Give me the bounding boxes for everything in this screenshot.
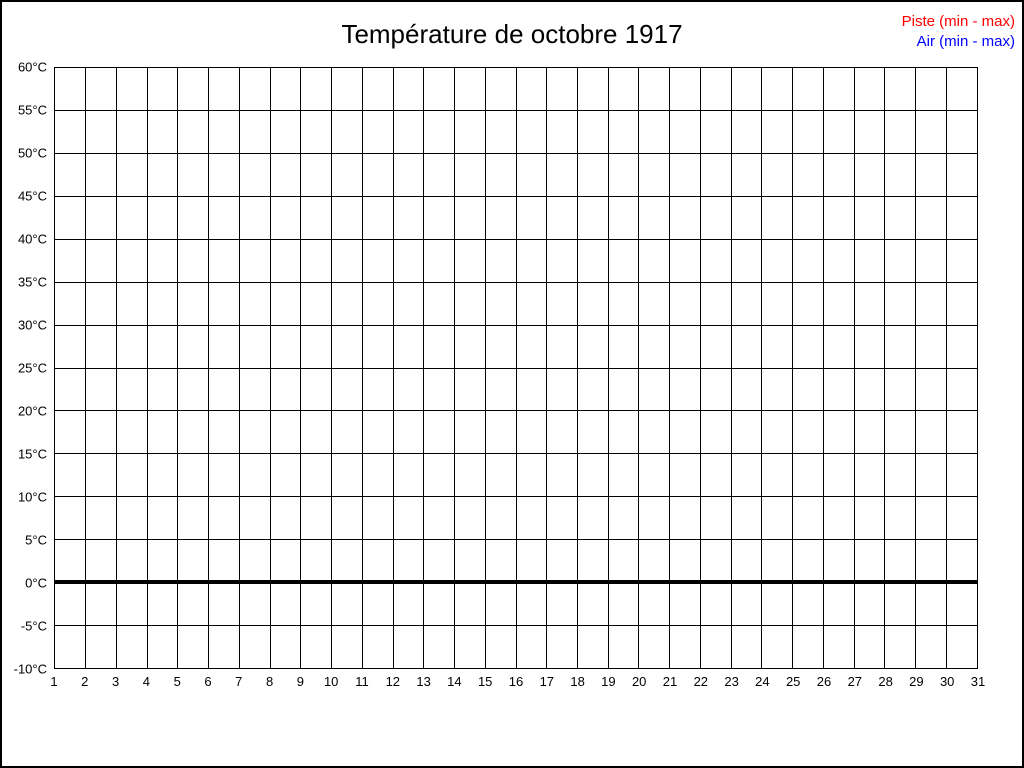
y-tick-label: 30°C bbox=[17, 317, 47, 333]
x-tick-label: 18 bbox=[570, 674, 585, 689]
y-axis-labels: 60°C 55°C 50°C 45°C 40°C 35°C 30°C 25°C 20°C 15°C… bbox=[2, 60, 47, 677]
x-tick-label: 3 bbox=[111, 674, 120, 689]
x-tick-label: 9 bbox=[296, 674, 305, 689]
x-tick-label: 23 bbox=[724, 674, 739, 689]
x-tick-label: 17 bbox=[539, 674, 555, 689]
grid-line-horizontal bbox=[55, 624, 977, 626]
y-tick-label: 0°C bbox=[25, 575, 47, 591]
grid-line-horizontal bbox=[55, 110, 977, 112]
y-tick-label: 25°C bbox=[17, 360, 47, 376]
grid-line-horizontal bbox=[55, 538, 977, 540]
x-tick-label: 20 bbox=[631, 674, 647, 689]
x-tick-label: 2 bbox=[81, 674, 89, 689]
grid-line-horizontal bbox=[55, 410, 977, 412]
x-tick-label: 15 bbox=[477, 674, 493, 689]
legend-entry-piste: Piste (min - max) bbox=[901, 13, 1015, 30]
x-tick-label: 19 bbox=[601, 674, 616, 689]
x-axis-labels: 1 2 3 4 5 6 7 8 9 10 11 12 13 14 15 16 17 18 19 20 21 22 23 24 2… bbox=[50, 674, 985, 692]
x-tick-label: 11 bbox=[355, 674, 369, 689]
x-tick-label: 22 bbox=[693, 674, 709, 689]
plot-area bbox=[54, 67, 978, 669]
y-tick-label: -5°C bbox=[20, 618, 47, 634]
x-tick-label: 26 bbox=[816, 674, 832, 689]
grid-line-horizontal bbox=[55, 196, 977, 198]
x-tick-label: 31 bbox=[970, 674, 986, 689]
x-tick-label: 13 bbox=[416, 674, 431, 689]
x-tick-label: 5 bbox=[173, 674, 181, 689]
grid-line-horizontal bbox=[55, 496, 977, 498]
grid-line-horizontal bbox=[55, 453, 977, 455]
x-tick-label: 1 bbox=[50, 674, 58, 689]
y-tick-label: -10°C bbox=[13, 661, 47, 677]
x-tick-label: 30 bbox=[939, 674, 955, 689]
x-tick-label: 6 bbox=[204, 674, 212, 689]
x-tick-label: 27 bbox=[847, 674, 863, 689]
grid-line-horizontal bbox=[55, 238, 977, 240]
y-tick-label: 20°C bbox=[17, 403, 47, 419]
x-tick-label: 28 bbox=[878, 674, 893, 689]
y-tick-label: 50°C bbox=[17, 145, 47, 161]
x-tick-label: 10 bbox=[323, 674, 339, 689]
y-tick-label: 35°C bbox=[17, 274, 47, 290]
x-tick-label: 21 bbox=[662, 674, 678, 689]
chart-title: Température de octobre 1917 bbox=[341, 19, 683, 49]
x-tick-label: 12 bbox=[385, 674, 401, 689]
y-tick-label: 15°C bbox=[17, 446, 47, 462]
y-tick-label: 10°C bbox=[17, 489, 47, 505]
x-tick-label: 4 bbox=[142, 674, 151, 689]
y-tick-label: 5°C bbox=[25, 532, 47, 548]
zero-degree-line bbox=[55, 580, 977, 585]
x-tick-label: 29 bbox=[909, 674, 924, 689]
grid-line-horizontal bbox=[55, 324, 977, 326]
grid-line-horizontal bbox=[55, 281, 977, 283]
x-tick-label: 16 bbox=[508, 674, 524, 689]
y-tick-label: 55°C bbox=[17, 102, 47, 118]
x-tick-label: 24 bbox=[755, 674, 770, 689]
grid-line-horizontal bbox=[55, 153, 977, 155]
x-tick-label: 14 bbox=[447, 674, 462, 689]
chart-legend: Piste (min - max) Air (min - max) bbox=[902, 12, 1015, 52]
y-tick-label: 60°C bbox=[17, 59, 47, 75]
x-tick-label: 8 bbox=[265, 674, 274, 689]
x-tick-label: 7 bbox=[235, 674, 243, 689]
grid-line-horizontal bbox=[55, 367, 977, 369]
y-tick-label: 45°C bbox=[17, 188, 47, 204]
x-tick-label: 25 bbox=[785, 674, 801, 689]
y-tick-label: 40°C bbox=[17, 231, 47, 247]
legend-entry-air: Air (min - max) bbox=[916, 33, 1015, 50]
